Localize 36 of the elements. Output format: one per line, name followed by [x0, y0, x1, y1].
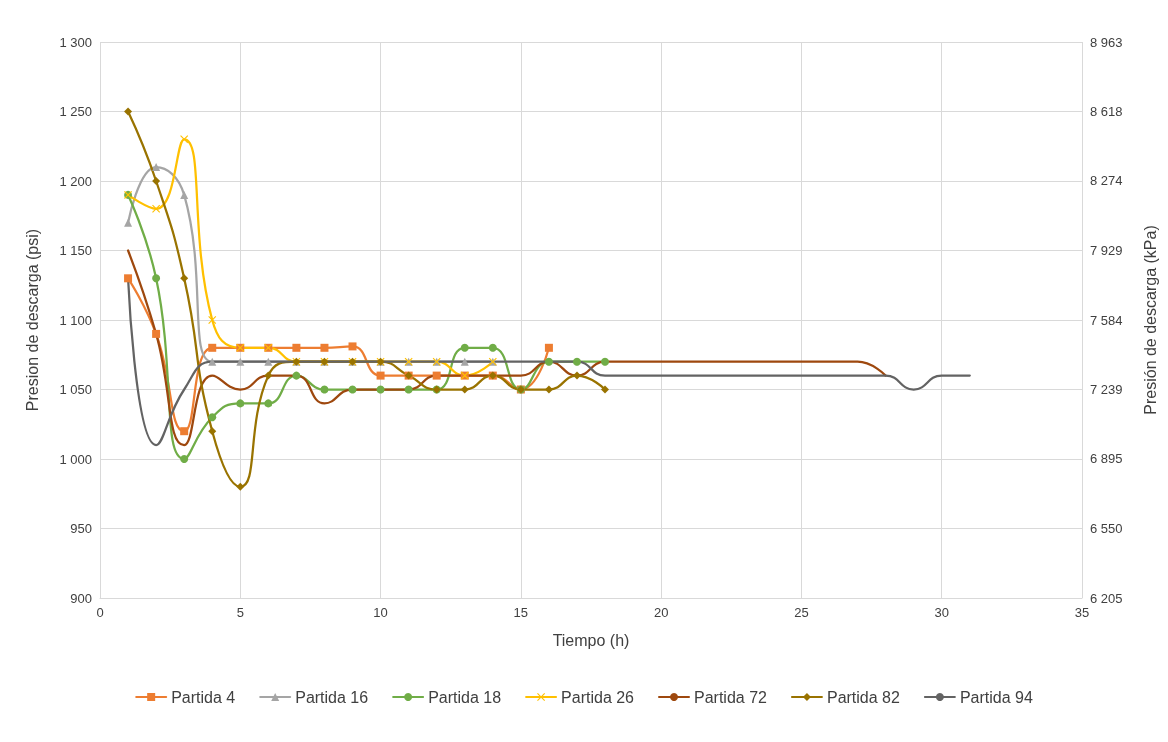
legend-label: Partida 26	[561, 688, 635, 706]
legend-label: Partida 82	[826, 688, 900, 706]
y-tick-label: 1 200	[59, 173, 92, 189]
y-tick-label: 1 300	[59, 34, 92, 50]
y2-axis-title: Presión de descarga (kPa)	[1141, 225, 1159, 415]
legend-label: Partida 4	[171, 688, 236, 706]
x-tick-label: 15	[513, 605, 529, 620]
y2-tick-label: 8 618	[1090, 104, 1123, 120]
y-tick-label: 1 100	[59, 312, 92, 328]
y-tick-label: 1 250	[59, 104, 92, 119]
y2-tick-label: 7 239	[1090, 382, 1123, 398]
y-tick-label: 950	[70, 521, 92, 536]
y-tick-label: 1 150	[59, 243, 92, 258]
y-tick-label: 900	[70, 590, 92, 606]
x-tick-label: 10	[373, 605, 388, 620]
legend-label: Partida 18	[428, 688, 502, 706]
legend-label: Partida 94	[959, 688, 1033, 706]
x-tick-label: 0	[96, 605, 104, 620]
x-tick-label: 5	[236, 605, 244, 620]
x-tick-label: 35	[1074, 605, 1090, 620]
y2-tick-label: 8 963	[1090, 34, 1123, 50]
legend-label: Partida 16	[295, 688, 369, 706]
y-axis-title: Presion de descarga (psi)	[23, 228, 41, 412]
y-tick-label: 1 000	[59, 451, 92, 467]
y2-tick-label: 6 550	[1090, 520, 1123, 536]
legend-label: Partida 72	[694, 688, 768, 706]
y2-tick-label: 6 205	[1090, 590, 1123, 606]
y2-tick-label: 6 895	[1090, 451, 1123, 467]
y2-tick-label: 7 929	[1090, 242, 1123, 258]
x-axis-title: Tiempo (h)	[552, 631, 630, 649]
y2-tick-label: 7 584	[1090, 312, 1123, 328]
x-tick-label: 30	[934, 605, 949, 620]
x-tick-label: 25	[794, 605, 809, 620]
y2-tick-label: 8 274	[1090, 173, 1123, 189]
y-tick-label: 1 050	[59, 382, 92, 397]
x-tick-label: 20	[653, 605, 669, 620]
